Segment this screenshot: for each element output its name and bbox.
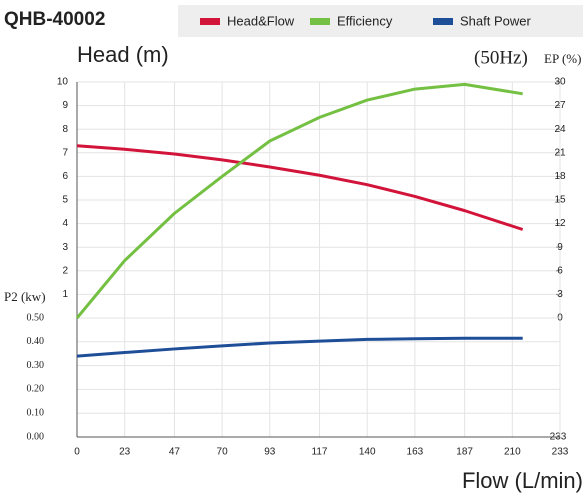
legend-label: Efficiency (337, 13, 393, 28)
y3-tick-label: 0.00 (27, 431, 45, 442)
legend-swatch (200, 18, 220, 25)
series-line (75, 82, 523, 319)
x-tick-label: 187 (456, 447, 473, 458)
y2-tick-label: 6 (557, 265, 563, 276)
y2-tick-label: 0 (557, 313, 563, 324)
chart-title: QHB-40002 (4, 9, 105, 30)
y2-tick-label: 18 (554, 171, 566, 182)
legend-label: Head&Flow (227, 13, 295, 28)
y2-tick-label: 27 (554, 100, 566, 111)
y-tick-label: 9 (62, 100, 68, 111)
y-tick-label: 6 (62, 171, 68, 182)
legend-label: Shaft Power (460, 13, 531, 28)
x-tick-label: 210 (504, 447, 521, 458)
y-tick-label: 1 (62, 289, 68, 300)
y3-tick-label: 0.30 (27, 360, 45, 371)
y-axis-label: Head (m) (77, 42, 169, 67)
x-axis-label: Flow (L/min) (462, 468, 583, 493)
y-tick-label: 7 (62, 147, 68, 158)
y3-axis-label: P2 (kw) (4, 289, 46, 304)
y-tick-label: 5 (62, 195, 68, 206)
y2-tick-label: 15 (554, 195, 566, 206)
x-tick-label: 117 (312, 447, 328, 458)
y2-tick-label: 3 (557, 289, 563, 300)
y2-axis-label: EP (%) (544, 51, 581, 66)
y3-tick-label: 0.10 (27, 407, 45, 418)
x-tick-label: 93 (264, 447, 276, 458)
series-line (76, 336, 523, 358)
y-tick-label: 4 (62, 218, 68, 229)
y2-tick-label: 24 (554, 124, 566, 135)
y3-tick-label: 0.50 (27, 312, 45, 323)
y-tick-label: 2 (62, 265, 68, 276)
y2-tick-label: 9 (557, 242, 563, 253)
annotation: (50Hz) (474, 47, 528, 68)
x-tick-label: 140 (359, 447, 376, 458)
y2-tick-label: 21 (554, 147, 566, 158)
series-line (76, 144, 524, 231)
y-tick-label: 8 (62, 124, 68, 135)
x-tick-label: 163 (407, 447, 424, 458)
x-tick-label: 0 (74, 447, 80, 458)
x-tick-label: 70 (217, 447, 229, 458)
y2-tick-label: 12 (554, 218, 566, 229)
legend-swatch (433, 18, 453, 25)
x-tick-label: 47 (169, 447, 181, 458)
x-tick-label: 23 (119, 447, 131, 458)
y3-tick-label: 0.40 (27, 336, 45, 347)
y-tick-label: 3 (62, 242, 68, 253)
y3-tick-label: 0.20 (27, 384, 45, 395)
x-tick-label: 233 (552, 447, 569, 458)
legend-box (178, 5, 583, 37)
y-tick-label: 10 (57, 77, 69, 88)
y2-tick-label: 30 (554, 77, 566, 88)
legend-swatch (310, 18, 330, 25)
